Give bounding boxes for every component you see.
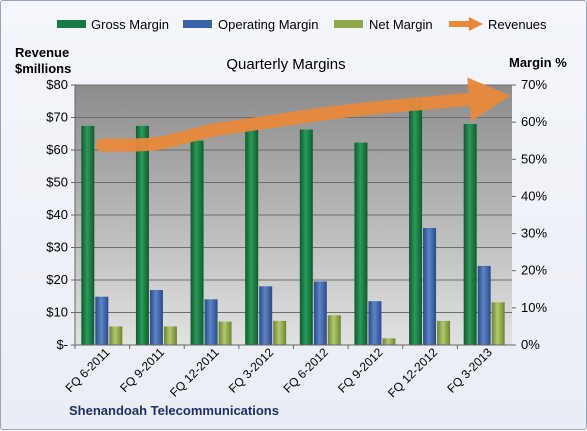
net-margin-bar [273,320,287,345]
operating-margin-bar [477,265,491,345]
y-right-tick-label: 70% [521,77,547,92]
legend-label-operating: Operating Margin [218,17,318,32]
operating-margin-bar [313,281,327,345]
y-left-label-line1: Revenue [15,45,69,60]
y-left-tick-label: $30 [46,240,68,255]
legend-swatch-gross [57,20,86,28]
gross-margin-bar [190,140,204,345]
y-left-ticks: $- $10 $20 $30 $40 $50 $60 $70 $80 [46,77,75,352]
x-tick-label: FQ 9-2011 [117,345,167,395]
y-right-tick-label: 0% [521,337,540,352]
y-right-tick-label: 30% [521,226,547,241]
y-left-tick-label: $20 [46,272,68,287]
net-margin-bar [327,315,341,345]
company-name: Shenandoah Telecommunications [69,403,279,418]
x-tick-label: FQ 3-2012 [226,345,277,396]
operating-margin-bar [149,290,163,345]
bars [81,99,505,345]
y-left-tick-label: $60 [46,142,68,157]
operating-margin-bar [204,299,218,345]
y-right-tick-label: 60% [521,114,547,129]
revenues-line [95,77,511,152]
legend-swatch-operating [183,20,212,28]
net-margin-bar [109,326,123,345]
gross-margin-bar [409,99,423,345]
y-right-label: Margin % [509,55,567,70]
gross-margin-bar [354,142,368,345]
gross-margin-bar [135,125,149,345]
gross-margin-bar [299,129,313,345]
gross-margin-bar [463,124,477,345]
x-ticks: FQ 6-2011 FQ 9-2011 FQ 12-2011 FQ 3-2012 FQ … [63,345,495,400]
operating-margin-bar [368,301,382,345]
y-right-tick-label: 10% [521,300,547,315]
operating-margin-bar [259,286,273,345]
legend: Gross Margin Operating Margin Net Margin… [57,17,547,32]
gross-margin-bar [81,125,95,345]
y-left-tick-label: $50 [46,175,68,190]
chart-title: Quarterly Margins [226,56,345,73]
x-tick-label: FQ 3-2013 [444,345,495,396]
y-right-tick-label: 50% [521,151,547,166]
y-right-ticks: 0% 10% 20% 30% 40% 50% 60% 70% [512,77,547,352]
x-tick-label: FQ 12-2011 [167,345,222,400]
y-left-label-line2: $millions [15,61,71,76]
x-tick-label: FQ 6-2012 [280,345,331,396]
y-left-tick-label: $40 [46,207,68,222]
gross-margin-bar [245,129,259,345]
legend-label-revenues: Revenues [488,17,547,32]
legend-swatch-net [334,20,363,28]
operating-margin-bar [423,228,437,345]
net-margin-bar [382,338,396,345]
legend-label-net: Net Margin [369,17,433,32]
x-tick-label: FQ 9-2012 [335,345,386,396]
net-margin-bar [437,320,451,345]
net-margin-bar [491,302,505,345]
y-right-tick-label: 20% [521,263,547,278]
operating-margin-bar [95,296,109,345]
y-left-tick-label: $10 [46,305,68,320]
x-tick-label: FQ 6-2011 [63,345,113,395]
y-left-tick-label: $80 [46,77,68,92]
legend-arrow-revenues [469,17,483,31]
net-margin-bar [218,321,232,345]
y-right-tick-label: 40% [521,188,547,203]
legend-label-gross: Gross Margin [91,17,169,32]
y-left-tick-label: $- [56,337,68,352]
y-left-tick-label: $70 [46,110,68,125]
x-tick-label: FQ 12-2012 [385,345,440,400]
net-margin-bar [163,326,177,345]
